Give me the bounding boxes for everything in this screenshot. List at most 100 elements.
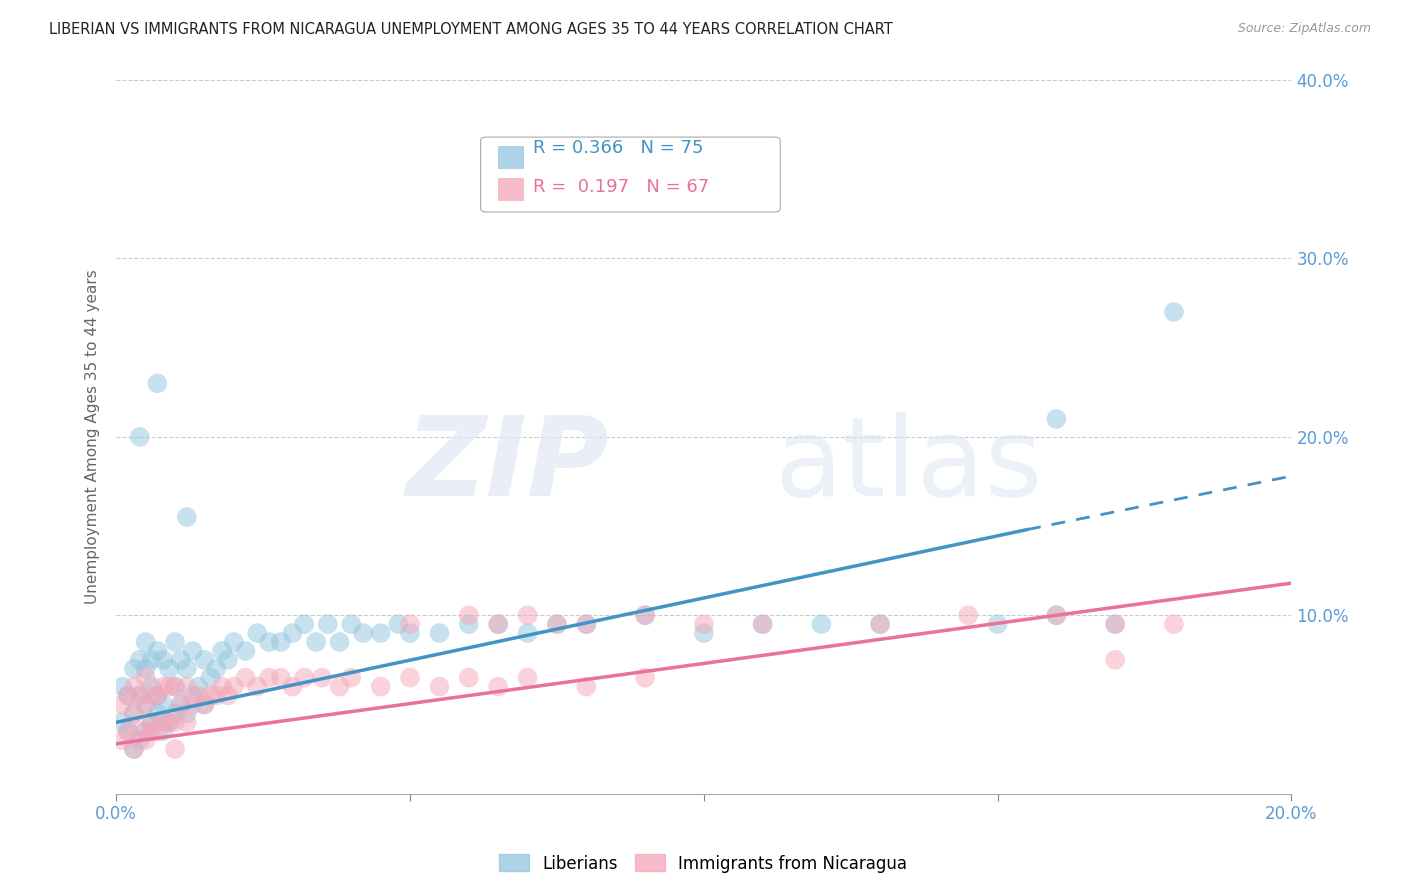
Point	[257, 671, 280, 685]
Point	[152, 680, 174, 694]
Legend: Liberians, Immigrants from Nicaragua: Liberians, Immigrants from Nicaragua	[492, 847, 914, 880]
Point	[329, 635, 352, 649]
Point	[387, 617, 409, 632]
Point	[176, 715, 198, 730]
Text: atlas: atlas	[775, 412, 1043, 519]
Point	[111, 680, 134, 694]
Point	[751, 617, 773, 632]
Point	[152, 653, 174, 667]
Point	[135, 733, 157, 747]
Point	[270, 635, 292, 649]
Point	[1163, 305, 1185, 319]
Point	[181, 698, 204, 712]
Point	[575, 617, 598, 632]
Point	[141, 680, 163, 694]
Point	[486, 617, 509, 632]
Point	[222, 635, 245, 649]
Point	[111, 715, 134, 730]
Point	[128, 430, 150, 444]
Point	[176, 662, 198, 676]
Point	[1045, 412, 1067, 426]
Point	[329, 680, 352, 694]
Point	[163, 742, 186, 756]
Point	[205, 689, 228, 703]
Point	[575, 617, 598, 632]
Point	[246, 626, 269, 640]
Point	[457, 608, 479, 623]
Point	[516, 671, 538, 685]
Point	[176, 510, 198, 524]
Point	[141, 689, 163, 703]
Text: Source: ZipAtlas.com: Source: ZipAtlas.com	[1237, 22, 1371, 36]
Point	[181, 644, 204, 658]
Point	[135, 698, 157, 712]
Point	[128, 653, 150, 667]
Point	[152, 724, 174, 739]
Point	[135, 671, 157, 685]
Point	[257, 635, 280, 649]
Point	[122, 680, 145, 694]
Point	[135, 724, 157, 739]
Point	[546, 617, 568, 632]
Text: R = 0.366   N = 75: R = 0.366 N = 75	[533, 139, 704, 157]
Point	[187, 689, 209, 703]
Text: LIBERIAN VS IMMIGRANTS FROM NICARAGUA UNEMPLOYMENT AMONG AGES 35 TO 44 YEARS COR: LIBERIAN VS IMMIGRANTS FROM NICARAGUA UN…	[49, 22, 893, 37]
Point	[316, 617, 339, 632]
Point	[270, 671, 292, 685]
Point	[146, 689, 169, 703]
Point	[117, 724, 139, 739]
Point	[546, 617, 568, 632]
Point	[634, 608, 657, 623]
Point	[217, 689, 239, 703]
Point	[869, 617, 891, 632]
Point	[157, 715, 180, 730]
Point	[235, 671, 257, 685]
Point	[141, 715, 163, 730]
Point	[693, 617, 716, 632]
Point	[1045, 608, 1067, 623]
Point	[211, 680, 233, 694]
Point	[187, 680, 209, 694]
Point	[281, 626, 304, 640]
Point	[128, 689, 150, 703]
Point	[163, 635, 186, 649]
Point	[340, 617, 363, 632]
Text: R =  0.197   N = 67: R = 0.197 N = 67	[533, 178, 710, 196]
Point	[352, 626, 374, 640]
Point	[146, 724, 169, 739]
Point	[211, 644, 233, 658]
Point	[429, 680, 451, 694]
Point	[170, 698, 193, 712]
Point	[486, 680, 509, 694]
Point	[146, 706, 169, 721]
Point	[170, 653, 193, 667]
Point	[693, 626, 716, 640]
Point	[217, 653, 239, 667]
Point	[163, 706, 186, 721]
Point	[152, 715, 174, 730]
Point	[146, 689, 169, 703]
Point	[122, 706, 145, 721]
Point	[141, 724, 163, 739]
Point	[141, 653, 163, 667]
Point	[111, 698, 134, 712]
Point	[111, 733, 134, 747]
FancyBboxPatch shape	[498, 146, 524, 169]
Point	[163, 715, 186, 730]
Point	[193, 653, 215, 667]
Point	[176, 706, 198, 721]
Point	[399, 617, 422, 632]
Text: ZIP: ZIP	[406, 412, 610, 519]
Point	[810, 617, 832, 632]
Point	[157, 680, 180, 694]
Point	[122, 662, 145, 676]
Point	[311, 671, 333, 685]
Point	[246, 680, 269, 694]
Point	[1045, 608, 1067, 623]
Point	[122, 706, 145, 721]
Point	[751, 617, 773, 632]
Point	[157, 662, 180, 676]
Point	[193, 698, 215, 712]
Point	[163, 680, 186, 694]
Point	[399, 626, 422, 640]
